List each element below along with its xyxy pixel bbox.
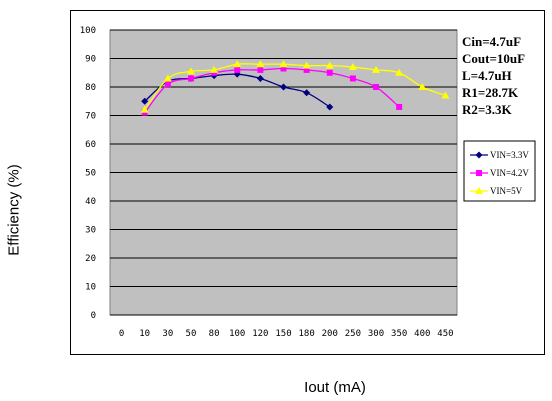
legend-entry: VIN=4.2V xyxy=(490,168,529,178)
data-point-vin-5v xyxy=(441,91,450,99)
x-tick-label: 80 xyxy=(209,329,220,339)
data-point-vin-5v xyxy=(395,68,404,76)
data-point-vin-5v xyxy=(348,63,357,71)
data-point-vin-4-2v xyxy=(234,66,241,73)
y-tick-label: 90 xyxy=(85,55,96,65)
y-tick-label: 60 xyxy=(85,140,96,150)
x-tick-label: 250 xyxy=(345,329,361,339)
data-point-vin-4-2v xyxy=(164,81,171,88)
legend-entry: VIN=3.3V xyxy=(490,150,529,160)
y-tick-label: 0 xyxy=(91,311,96,321)
data-point-vin-5v xyxy=(302,61,311,69)
data-point-vin-4-2v xyxy=(349,75,356,82)
data-point-vin-4-2v xyxy=(303,66,310,73)
x-axis-label: Iout (mA) xyxy=(304,379,366,396)
legend-marker xyxy=(475,187,483,194)
data-point-vin-5v xyxy=(256,60,265,68)
data-point-vin-5v xyxy=(210,65,219,73)
x-tick-label: 120 xyxy=(252,329,268,339)
y-tick-label: 80 xyxy=(85,83,96,93)
y-tick-label: 40 xyxy=(85,197,96,207)
data-point-vin-4-2v xyxy=(187,75,194,82)
data-point-vin-5v xyxy=(233,60,242,68)
x-tick-label: 150 xyxy=(275,329,291,339)
data-point-vin-4-2v xyxy=(280,65,287,72)
x-tick-label: 100 xyxy=(229,329,245,339)
legend-entry: VIN=5V xyxy=(490,186,523,196)
y-tick-label: 100 xyxy=(80,26,96,36)
annotation-text: R1=28.7K xyxy=(462,85,519,100)
data-point-vin-3-3v xyxy=(256,74,264,82)
y-tick-label: 50 xyxy=(85,169,96,179)
x-tick-label: 400 xyxy=(414,329,430,339)
x-tick-label: 200 xyxy=(322,329,338,339)
annotation-text: R2=3.3K xyxy=(462,102,513,117)
annotation-text: L=4.7uH xyxy=(462,68,512,83)
data-point-vin-4-2v xyxy=(396,103,403,110)
legend-marker xyxy=(476,170,482,176)
data-point-vin-3-3v xyxy=(280,83,287,91)
data-point-vin-5v xyxy=(163,74,172,82)
x-tick-label: 50 xyxy=(186,329,197,339)
data-point-vin-5v xyxy=(372,65,381,73)
annotation-text: Cout=10uF xyxy=(462,51,525,66)
y-tick-label: 10 xyxy=(85,283,96,293)
x-tick-label: 10 xyxy=(139,329,150,339)
y-axis-label: Efficiency (%) xyxy=(5,164,23,256)
x-tick-label: 180 xyxy=(299,329,315,339)
data-point-vin-4-2v xyxy=(326,69,333,76)
x-tick-label: 30 xyxy=(162,329,173,339)
data-point-vin-4-2v xyxy=(257,66,264,73)
data-point-vin-5v xyxy=(186,67,195,75)
data-point-vin-5v xyxy=(140,105,149,113)
data-point-vin-5v xyxy=(279,60,288,68)
x-tick-label: 0 xyxy=(119,329,124,339)
y-tick-label: 30 xyxy=(85,226,96,236)
data-point-vin-5v xyxy=(418,83,427,90)
x-tick-label: 300 xyxy=(368,329,384,339)
y-tick-label: 70 xyxy=(85,112,96,122)
data-point-vin-3-3v xyxy=(141,97,149,105)
legend-marker xyxy=(475,151,483,159)
x-tick-label: 350 xyxy=(391,329,407,339)
data-point-vin-3-3v xyxy=(303,89,311,97)
x-tick-label: 450 xyxy=(437,329,453,339)
annotation-text: Cin=4.7uF xyxy=(462,34,521,49)
data-point-vin-3-3v xyxy=(326,103,334,111)
y-tick-label: 20 xyxy=(85,254,96,264)
data-point-vin-5v xyxy=(325,61,334,69)
data-point-vin-4-2v xyxy=(373,84,380,90)
